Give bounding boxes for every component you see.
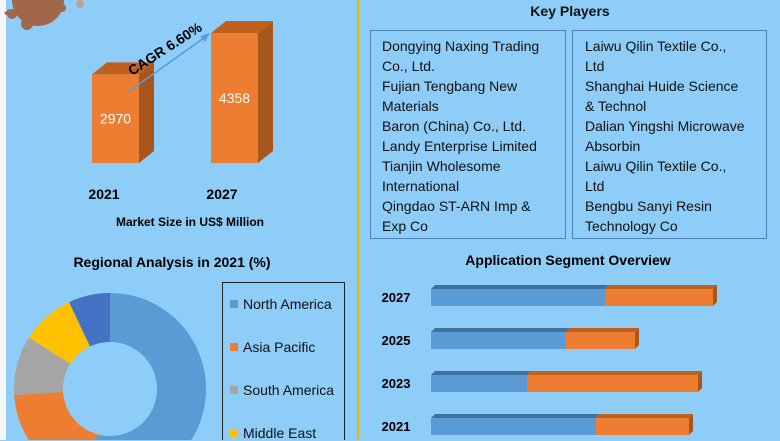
segment-bar [431, 332, 566, 349]
segment-bar [431, 418, 596, 435]
column-side [258, 21, 273, 163]
key-player-line: International [382, 178, 460, 194]
legend-label: Middle East [243, 425, 317, 441]
segment-top [596, 414, 693, 418]
key-player-line: & Technol [585, 98, 647, 114]
key-players-right-list: Laiwu Qilin Textile Co., Ltd Shanghai Huid… [572, 30, 767, 239]
market-category-label: 2027 [206, 186, 237, 202]
market-axis-label: Market Size in US$ Million [116, 215, 264, 229]
column-bar [211, 33, 258, 163]
virus-icon [4, 0, 84, 30]
legend-item: Asia Pacific [230, 339, 315, 355]
legend-label: South America [243, 382, 335, 398]
segment-side [713, 285, 717, 306]
donut-slice [14, 337, 71, 395]
key-player-line: Fujian Tengbang New [382, 78, 518, 94]
segment-bar [527, 375, 698, 392]
section-divider [357, 0, 359, 440]
segment-bar [431, 289, 605, 306]
key-player-line: Technology Co [585, 218, 678, 234]
key-players-left-list: Dongying Naxing Trading Co., Ltd. Fujian T… [370, 30, 566, 239]
segment-category-label: 2027 [382, 290, 411, 305]
segment-top [527, 371, 702, 375]
segment-side [635, 328, 639, 349]
legend-label: North America [243, 296, 332, 312]
segment-top [431, 414, 600, 418]
legend-item: North America [230, 296, 332, 312]
segment-category-label: 2023 [382, 376, 411, 391]
segment-bar [605, 289, 713, 306]
segment-top [431, 285, 609, 289]
key-player-line: Laiwu Qilin Textile Co., [585, 38, 727, 54]
donut-slice [14, 392, 102, 440]
segment-top [431, 328, 570, 332]
key-player-line: Materials [382, 98, 439, 114]
segment-side [698, 371, 702, 392]
segment-bar [431, 375, 527, 392]
segment-category-label: 2025 [382, 333, 411, 348]
column-top [211, 21, 273, 33]
column-side [139, 62, 154, 163]
cagr-arrow [127, 33, 210, 93]
legend-item: South America [230, 382, 334, 398]
key-players-title: Key Players [530, 3, 610, 19]
column-data-label: 4358 [219, 90, 250, 106]
segment-bar [566, 332, 635, 349]
legend-swatch [230, 386, 238, 394]
regional-title: Regional Analysis in 2021 (%) [73, 254, 270, 270]
key-player-line: Co., Ltd. [382, 58, 435, 74]
legend-swatch [230, 429, 238, 437]
key-player-line: Shanghai Huide Science [585, 78, 739, 94]
column-data-label: 2970 [100, 111, 131, 127]
application-title: Application Segment Overview [465, 252, 670, 268]
key-player-line: Laiwu Qilin Textile Co., [585, 158, 727, 174]
key-player-line: Baron (China) Co., Ltd. [382, 118, 526, 134]
market-category-label: 2021 [88, 186, 119, 202]
key-player-line: Tianjin Wholesome [382, 158, 501, 174]
key-player-line: Dalian Yingshi Microwave [585, 118, 745, 134]
left-border [0, 0, 6, 440]
donut-slice [69, 293, 110, 347]
legend-item: Middle East [230, 425, 316, 441]
donut-slice [28, 302, 90, 364]
legend-swatch [230, 300, 238, 308]
donut-slice [92, 293, 206, 440]
key-player-line: Dongying Naxing Trading [382, 38, 540, 54]
segment-side [689, 414, 693, 435]
legend-swatch [230, 343, 238, 351]
cagr-annotation: CAGR 6.60% [125, 19, 205, 79]
column-top [92, 62, 154, 75]
key-player-line: Ltd [585, 178, 605, 194]
key-player-line: Exp Co [382, 218, 428, 234]
key-player-line: Qingdao ST-ARN Imp & [382, 198, 531, 214]
segment-top [566, 328, 639, 332]
key-player-line: Bengbu Sanyi Resin [585, 198, 712, 214]
segment-category-label: 2021 [382, 419, 411, 434]
segment-top [605, 285, 717, 289]
key-player-line: Absorbin [585, 138, 641, 154]
segment-top [431, 371, 531, 375]
key-player-line: Ltd [585, 58, 605, 74]
legend-label: Asia Pacific [243, 339, 316, 355]
regional-legend: North America Asia Pacific South America Mi… [222, 282, 345, 441]
segment-bar [596, 418, 689, 435]
key-player-line: Landy Enterprise Limited [382, 138, 537, 154]
